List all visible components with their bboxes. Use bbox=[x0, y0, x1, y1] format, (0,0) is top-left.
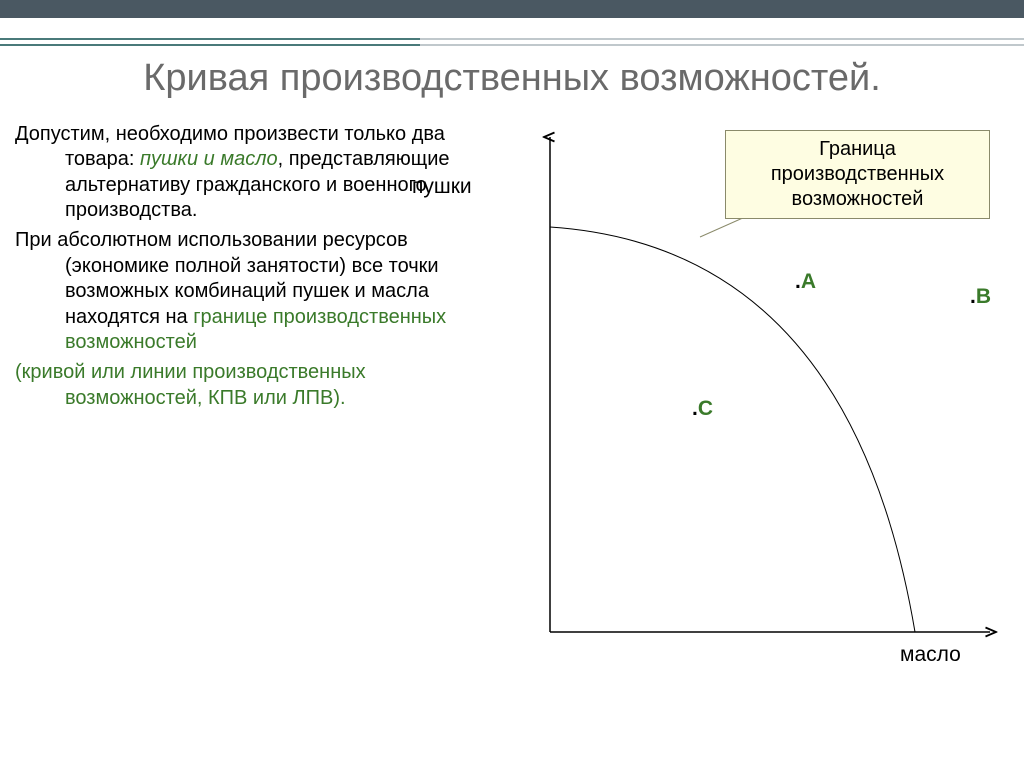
callout-box: Граница производственных возможностей bbox=[725, 130, 990, 219]
slide-title: Кривая производственных возможностей. bbox=[0, 56, 1024, 102]
point-a-label: А bbox=[801, 270, 816, 293]
paragraph-1: Допустим, необходимо произвести только д… bbox=[15, 122, 490, 224]
paragraph-3: (кривой или линии производственных возмо… bbox=[15, 360, 490, 411]
callout-line1: Граница bbox=[819, 138, 896, 160]
point-b-label: В bbox=[976, 285, 991, 308]
x-axis-label: масло bbox=[900, 643, 961, 667]
callout-line2: производственных bbox=[771, 163, 944, 185]
text-column: Допустим, необходимо произвести только д… bbox=[15, 122, 490, 416]
point-b: .В bbox=[970, 285, 991, 309]
accent-line-right bbox=[420, 38, 1024, 46]
y-axis-label: пушки bbox=[412, 175, 472, 199]
p1-highlight: пушки и масло bbox=[140, 148, 278, 170]
paragraph-2: При абсолютном использовании ресурсов (э… bbox=[15, 228, 490, 356]
chart-column: Граница производственных возможностей пу… bbox=[490, 122, 1014, 416]
ppf-curve bbox=[550, 227, 915, 632]
content-area: Допустим, необходимо произвести только д… bbox=[0, 122, 1024, 416]
point-c-label: С bbox=[698, 397, 713, 420]
point-a: .А bbox=[795, 270, 816, 294]
callout-line3: возможностей bbox=[792, 188, 924, 210]
point-c: .С bbox=[692, 397, 713, 421]
accent-line-left bbox=[0, 38, 420, 46]
callout-pointer bbox=[700, 217, 745, 237]
accent-lines bbox=[0, 38, 1024, 46]
top-bar bbox=[0, 0, 1024, 18]
